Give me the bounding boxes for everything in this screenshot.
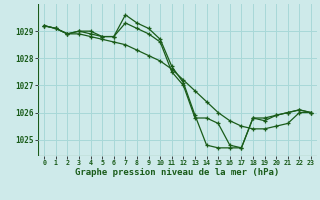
X-axis label: Graphe pression niveau de la mer (hPa): Graphe pression niveau de la mer (hPa) (76, 168, 280, 177)
